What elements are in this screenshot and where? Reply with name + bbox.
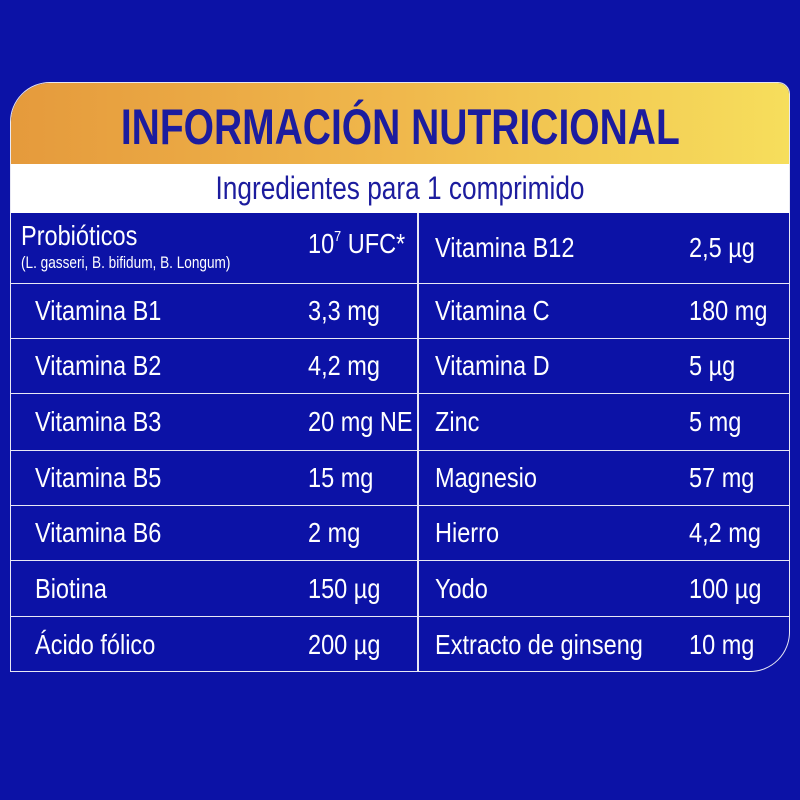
nutrient-name: Vitamina B2 bbox=[35, 350, 162, 381]
value-exponent: 7 bbox=[334, 228, 342, 245]
nutrient-name: Vitamina D bbox=[435, 350, 550, 381]
table-row: Biotina 150 µg Yodo 100 µg bbox=[11, 561, 789, 617]
nutrient-name: Ácido fólico bbox=[35, 629, 156, 660]
nutrient-value: 20 mg NE bbox=[308, 406, 413, 437]
value-unit: UFC* bbox=[341, 228, 406, 259]
nutrition-table: Probióticos (L. gasseri, B. bifidum, B. … bbox=[11, 213, 789, 671]
nutrient-value: 180 mg bbox=[689, 295, 768, 326]
nutrient-value: 200 µg bbox=[308, 629, 381, 660]
nutrient-value: 10 mg bbox=[689, 629, 755, 660]
nutrient-value: 2 mg bbox=[308, 517, 361, 548]
value-base: 10 bbox=[308, 228, 335, 259]
nutrient-detail: (L. gasseri, B. bifidum, B. Longum) bbox=[21, 253, 231, 272]
nutrient-value: 5 mg bbox=[689, 406, 742, 437]
page-title: INFORMACIÓN NUTRICIONAL bbox=[11, 99, 789, 155]
nutrient-name: Hierro bbox=[435, 517, 500, 548]
nutrient-value: 3,3 mg bbox=[308, 295, 380, 326]
table-row: Vitamina B2 4,2 mg Vitamina D 5 µg bbox=[11, 339, 789, 394]
nutrient-value: 2,5 µg bbox=[689, 232, 755, 263]
nutrient-name: Vitamina B1 bbox=[35, 295, 162, 326]
title-text: INFORMACIÓN NUTRICIONAL bbox=[120, 99, 680, 155]
subtitle: Ingredientes para 1 comprimido bbox=[11, 164, 789, 213]
table-row: Vitamina B1 3,3 mg Vitamina C 180 mg bbox=[11, 284, 789, 339]
table-row: Ácido fólico 200 µg Extracto de ginseng 10 … bbox=[11, 617, 789, 671]
nutrient-name: Biotina bbox=[35, 572, 107, 604]
nutrient-name: Vitamina B5 bbox=[35, 462, 162, 493]
table-row: Vitamina B5 15 mg Magnesio 57 mg bbox=[11, 451, 789, 506]
nutrient-name: Extracto de ginseng bbox=[435, 629, 643, 660]
nutrition-card: INFORMACIÓN NUTRICIONAL Ingredientes par… bbox=[10, 82, 790, 672]
nutrient-name: Vitamina B3 bbox=[35, 406, 162, 437]
nutrient-value: 100 µg bbox=[689, 572, 762, 604]
nutrient-name: Vitamina C bbox=[435, 295, 550, 326]
nutrient-value: 107 UFC* bbox=[308, 227, 405, 261]
nutrient-name: Vitamina B6 bbox=[35, 517, 162, 548]
nutrient-value: 5 µg bbox=[689, 350, 736, 381]
nutrient-name: Probióticos bbox=[21, 220, 138, 251]
nutrient-value: 4,2 mg bbox=[689, 517, 761, 548]
title-banner: INFORMACIÓN NUTRICIONAL bbox=[11, 83, 789, 164]
nutrient-value: 150 µg bbox=[308, 572, 381, 604]
table-row: Probióticos (L. gasseri, B. bifidum, B. … bbox=[11, 213, 789, 284]
column-divider bbox=[417, 213, 419, 671]
nutrient-name: Yodo bbox=[435, 572, 488, 604]
nutrient-name: Vitamina B12 bbox=[435, 232, 575, 263]
table-row: Vitamina B6 2 mg Hierro 4,2 mg bbox=[11, 506, 789, 561]
nutrient-value: 15 mg bbox=[308, 462, 374, 493]
nutrient-name: Zinc bbox=[435, 406, 480, 437]
nutrient-value: 57 mg bbox=[689, 462, 755, 493]
table-row: Vitamina B3 20 mg NE Zinc 5 mg bbox=[11, 394, 789, 451]
nutrient-value: 4,2 mg bbox=[308, 350, 380, 381]
nutrient-name: Magnesio bbox=[435, 462, 537, 493]
subtitle-text: Ingredientes para 1 comprimido bbox=[215, 170, 585, 206]
